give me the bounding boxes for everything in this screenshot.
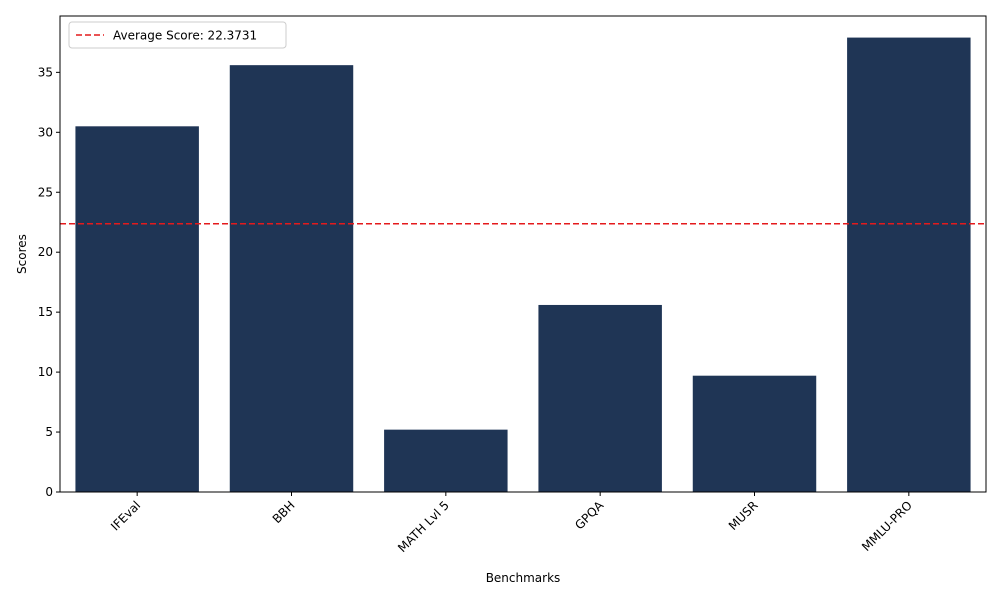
y-tick-label: 0 (45, 485, 53, 499)
axes-group (59, 15, 987, 493)
y-tick-label: 10 (38, 365, 53, 379)
y-tick-label: 30 (38, 125, 53, 139)
plot-frame (59, 15, 987, 493)
bar-gpqa (538, 304, 662, 492)
bar-bbh (229, 65, 354, 492)
bar-mmlu-pro (847, 37, 971, 493)
y-tick-label: 35 (38, 65, 53, 79)
legend-label: Average Score: 22.3731 (113, 29, 257, 43)
bar-ifeval (75, 126, 199, 492)
bar-math-lvl-5 (384, 429, 508, 492)
legend-box (68, 21, 287, 49)
y-tick-label: 20 (38, 245, 53, 259)
y-tick-label: 25 (38, 185, 53, 199)
y-ticks-group: 0 5 10 15 20 25 30 35 (38, 65, 60, 499)
bars-group (75, 37, 971, 493)
x-axis-label: Benchmarks (486, 571, 561, 585)
y-axis-label: Scores (15, 234, 29, 274)
y-tick-label: 5 (45, 425, 53, 439)
bar-musr (692, 375, 817, 492)
legend: Average Score: 22.3731 (68, 21, 287, 49)
y-tick-label: 15 (38, 305, 53, 319)
